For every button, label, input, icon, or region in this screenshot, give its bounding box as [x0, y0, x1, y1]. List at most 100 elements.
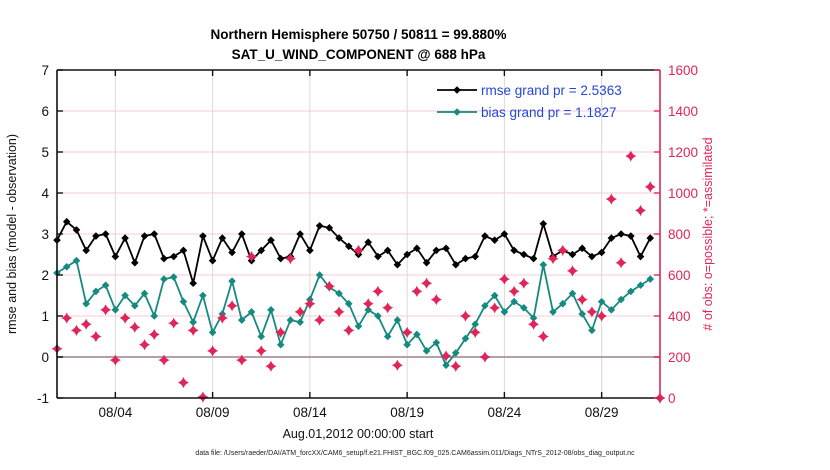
x-axis-label: Aug.01,2012 00:00:00 start	[283, 427, 434, 441]
bias-marker	[568, 289, 577, 298]
bias-marker	[189, 318, 197, 326]
obs-marker	[537, 330, 549, 343]
legend-label-rmse: rmse grand pr = 2.5363	[481, 83, 622, 98]
bias-marker	[131, 301, 139, 310]
x-tick-label: 08/24	[487, 405, 521, 420]
obs-marker	[420, 277, 433, 289]
obs-marker	[216, 312, 228, 324]
obs-marker	[547, 253, 559, 265]
right-tick-label: 1400	[668, 104, 698, 119]
rmse-marker	[344, 242, 353, 251]
bias-marker	[490, 291, 499, 300]
obs-marker	[352, 244, 365, 256]
left-tick-label: 5	[41, 145, 49, 160]
legend-label-bias: bias grand pr = 1.1827	[481, 105, 616, 120]
bias-marker	[374, 312, 382, 320]
rmse-marker	[315, 222, 324, 230]
obs-marker	[586, 306, 598, 318]
rmse-marker	[364, 238, 373, 246]
bias-marker	[636, 281, 645, 290]
rmse-marker	[121, 234, 129, 242]
rmse-marker	[276, 254, 285, 263]
bias-marker	[539, 260, 548, 269]
bias-marker	[276, 340, 285, 349]
obs-marker	[158, 354, 170, 366]
obs-marker	[596, 310, 608, 322]
rmse-marker	[422, 258, 431, 267]
bias-marker	[403, 340, 411, 349]
rmse-marker	[306, 246, 314, 255]
bias-marker	[529, 314, 538, 322]
rmse-marker	[393, 260, 402, 269]
rmse-marker	[140, 232, 149, 240]
rmse-marker	[160, 254, 168, 263]
obs-marker	[489, 302, 501, 314]
rmse-marker	[578, 244, 586, 253]
gridlines	[57, 70, 660, 398]
rmse-marker	[82, 246, 90, 255]
bias-marker	[257, 332, 266, 341]
obs-marker	[80, 318, 92, 330]
rmse-marker	[150, 230, 159, 238]
bias-marker	[344, 299, 353, 308]
obs-marker	[576, 294, 588, 306]
bias-marker	[62, 263, 71, 271]
rmse-marker	[520, 250, 528, 259]
rmse-marker	[257, 246, 266, 255]
chart-title-line2: SAT_U_WIND_COMPONENT @ 688 hPa	[231, 47, 486, 62]
obs-marker	[70, 324, 83, 336]
rmse-marker	[490, 236, 499, 244]
obs-marker	[382, 302, 394, 314]
bias-marker	[296, 318, 304, 326]
rmse-marker	[636, 252, 645, 261]
bias-marker	[558, 299, 567, 308]
obs-marker	[566, 265, 579, 277]
rmse-marker	[607, 234, 616, 242]
rmse-marker	[481, 232, 489, 240]
rmse-marker	[208, 256, 217, 265]
data-file-path: data file: /Users/raeder/DAI/ATM_forcXX/…	[195, 450, 635, 457]
rmse-marker	[510, 246, 518, 255]
bias-series	[53, 256, 655, 369]
bias-marker	[72, 256, 81, 265]
obs-marker	[100, 304, 112, 316]
bias-marker	[607, 306, 616, 314]
rmse-marker	[597, 248, 606, 257]
tick-labels: -1 0 1 2 3 4 5 6 7 0 200 400 600 800 1000 1200 1400 1600 0…	[37, 63, 698, 420]
obs-marker	[294, 306, 306, 318]
rmse-marker	[461, 254, 470, 263]
bias-marker	[247, 308, 256, 316]
bias-marker	[315, 271, 324, 279]
bias-marker	[267, 306, 275, 314]
obs-marker	[401, 326, 413, 338]
bias-marker	[627, 287, 635, 296]
obs-marker	[527, 318, 540, 330]
bias-marker	[111, 306, 120, 314]
x-tick-label: 08/04	[98, 405, 132, 420]
obs-marker	[61, 312, 73, 324]
bias-marker	[179, 297, 188, 306]
rmse-series	[53, 217, 655, 287]
rmse-marker	[267, 236, 275, 244]
obs-series	[51, 150, 666, 404]
obs-marker	[557, 244, 569, 256]
right-tick-label: 200	[668, 350, 691, 365]
obs-marker	[440, 350, 452, 362]
rmse-marker	[72, 226, 81, 234]
rmse-marker	[101, 230, 110, 238]
bias-marker	[646, 275, 655, 283]
obs-marker	[245, 250, 258, 263]
obs-marker	[333, 306, 345, 318]
bias-marker	[432, 338, 441, 347]
bias-marker	[383, 332, 392, 341]
x-tick-label: 08/29	[585, 405, 619, 420]
bias-marker	[92, 287, 100, 296]
obs-marker	[411, 285, 423, 297]
bias-marker	[461, 334, 470, 343]
data-series	[51, 150, 666, 404]
obs-marker	[168, 317, 180, 329]
right-tick-label: 1200	[668, 145, 698, 160]
bias-marker	[150, 312, 159, 320]
rmse-marker	[383, 246, 392, 255]
rmse-marker	[529, 254, 538, 263]
